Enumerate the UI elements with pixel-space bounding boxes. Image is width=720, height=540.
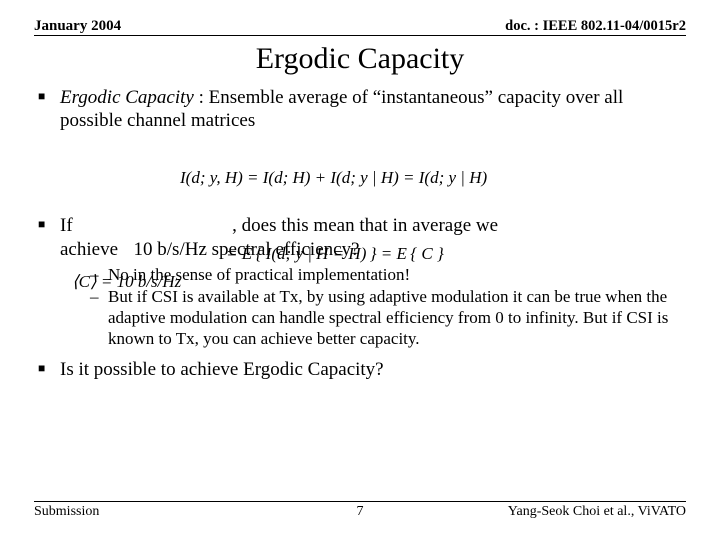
equation-overlay-a: ⟨C⟩ = 10 b/s/Hz (72, 272, 181, 292)
sub-2: But if CSI is available at Tx, by using … (90, 287, 686, 349)
equation-row-2: = E { I(d; y | H = H) } = E { C } (226, 244, 444, 264)
header-left: January 2004 (34, 18, 121, 35)
bullet-2-if: If (60, 215, 73, 236)
equation-block: I(d; y, H) = I(d; H) + I(d; y | H) = I(d… (34, 138, 686, 212)
equation-row-1: I(d; y, H) = I(d; H) + I(d; y | H) = I(d… (180, 168, 487, 188)
header-right: doc. : IEEE 802.11-04/0015r2 (505, 18, 686, 35)
footer-center: 7 (34, 504, 686, 520)
slide: January 2004 doc. : IEEE 802.11-04/0015r… (0, 0, 720, 540)
bullet-list: Ergodic Capacity : Ensemble average of “… (38, 86, 686, 132)
footer-row: Submission 7 Yang-Seok Choi et al., ViVA… (34, 504, 686, 520)
footer: Submission 7 Yang-Seok Choi et al., ViVA… (34, 501, 686, 520)
bullet-2-mid: , does this mean that in average we (232, 215, 498, 236)
bullet-1: Ergodic Capacity : Ensemble average of “… (38, 86, 686, 132)
bullet-list-2: If , does this mean that in average we a… (38, 214, 686, 380)
page-title: Ergodic Capacity (34, 42, 686, 76)
bullet-1-lead: Ergodic Capacity (60, 87, 194, 108)
header: January 2004 doc. : IEEE 802.11-04/0015r… (34, 18, 686, 36)
footer-rule (34, 501, 686, 502)
bullet-3: Is it possible to achieve Ergodic Capaci… (38, 358, 686, 381)
bullet-2-rate: 10 b/s/Hz (134, 239, 207, 260)
bullet-2-achieve: achieve (60, 239, 118, 260)
